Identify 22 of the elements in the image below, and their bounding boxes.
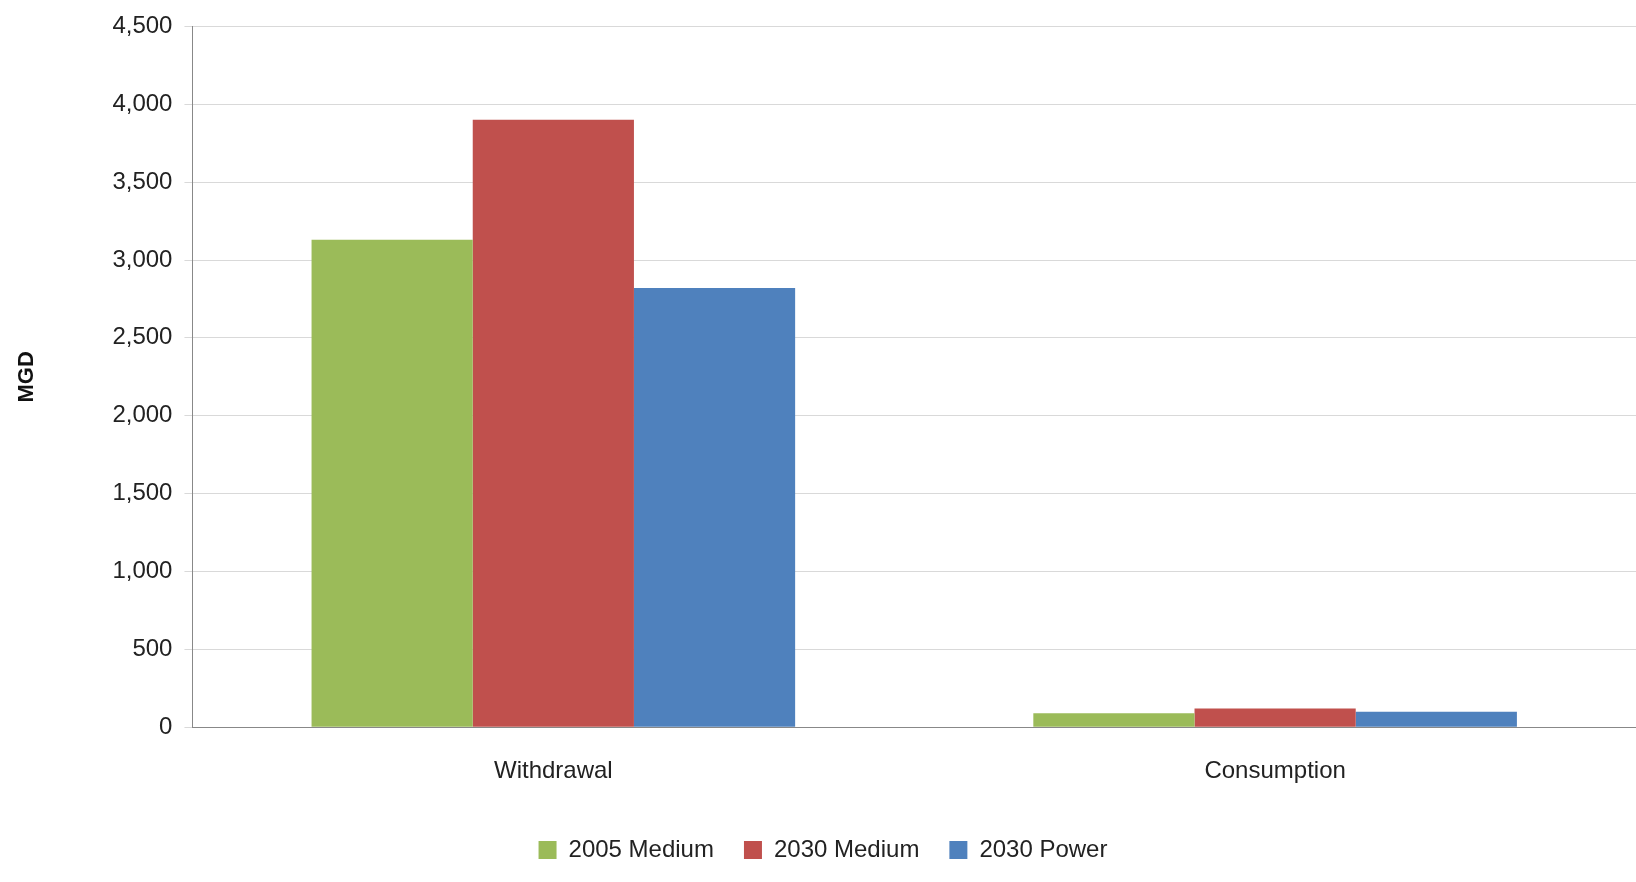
y-tick-label: 2,000 xyxy=(112,400,173,428)
y-tick-label: 3,500 xyxy=(112,166,173,194)
y-axis-title: MGD xyxy=(13,351,39,403)
bar xyxy=(1033,713,1195,727)
y-tick-label: 500 xyxy=(132,633,173,661)
bar xyxy=(633,288,796,727)
y-tick-label: 1,000 xyxy=(112,556,173,584)
bar xyxy=(1355,711,1517,727)
legend-label: 2030 Power xyxy=(979,834,1108,862)
y-tick-label: 3,000 xyxy=(112,244,173,272)
y-tick-label: 4,500 xyxy=(112,11,173,39)
legend-label: 2005 Medium xyxy=(568,834,714,862)
y-tick-label: 2,500 xyxy=(112,322,173,350)
x-tick-label: Consumption xyxy=(1204,756,1346,784)
y-tick-label: 0 xyxy=(159,711,173,739)
y-tick-label: 1,500 xyxy=(112,478,173,506)
bar xyxy=(311,239,473,727)
x-tick-label: Withdrawal xyxy=(493,756,613,784)
y-tick-label: 4,000 xyxy=(112,88,173,116)
bar xyxy=(1194,708,1356,727)
bar xyxy=(472,119,634,727)
legend-label: 2030 Medium xyxy=(773,834,920,862)
